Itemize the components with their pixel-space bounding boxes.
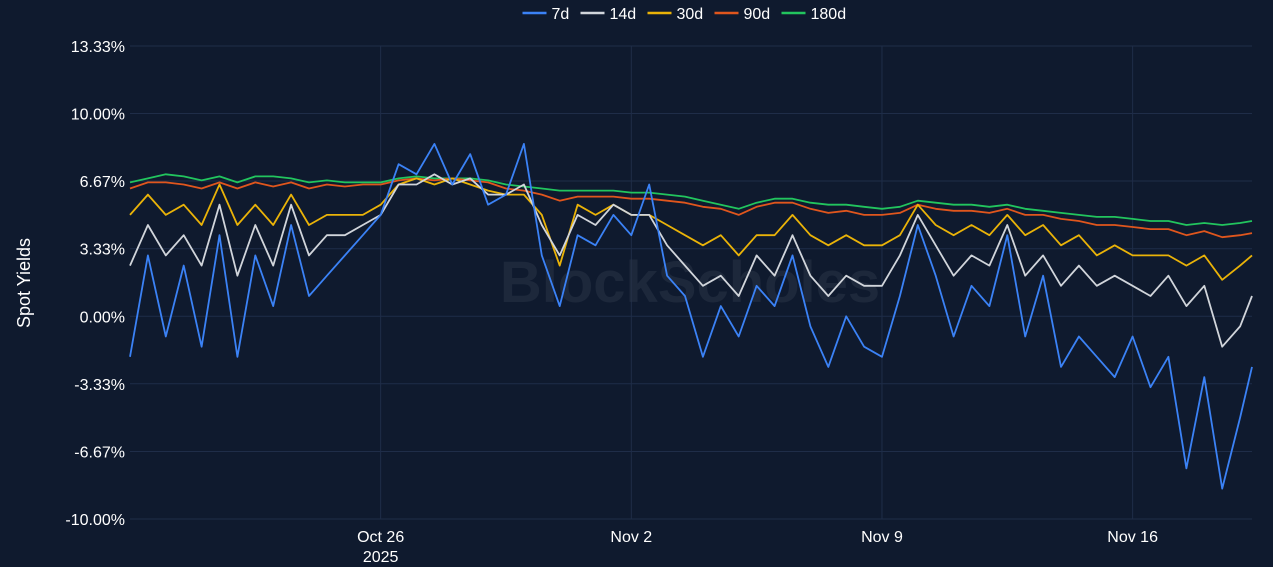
series-line-180d <box>129 173 1253 226</box>
series-line-30d <box>129 177 1253 281</box>
series-layer <box>129 142 1253 490</box>
legend-item-180d[interactable]: 180d <box>781 6 847 23</box>
legend-label: 30d <box>677 6 704 23</box>
y-tick-label: -3.33% <box>74 377 125 394</box>
legend-label: 14d <box>610 6 637 23</box>
y-tick-label: 3.33% <box>80 242 125 259</box>
x-tick-label: Nov 16 <box>1107 529 1158 546</box>
legend-label: 7d <box>552 6 570 23</box>
y-axis-tick-labels: 13.33% 10.00% 6.67% 3.33% 0.00% -3.33% -6.67% -… <box>65 39 125 529</box>
legend-label: 90d <box>744 6 771 23</box>
y-tick-label: 13.33% <box>71 39 125 56</box>
y-tick-label: 0.00% <box>80 309 125 326</box>
y-tick-label: -10.00% <box>65 512 125 529</box>
legend[interactable]: 7d 14d 30d 90d 180d <box>522 6 847 23</box>
legend-item-7d[interactable]: 7d <box>522 6 570 23</box>
legend-item-14d[interactable]: 14d <box>580 6 637 23</box>
y-tick-label: 6.67% <box>80 174 125 191</box>
x-tick-label: Nov 2 <box>610 529 652 546</box>
y-axis-title: Spot Yields <box>14 238 34 328</box>
legend-label: 180d <box>811 6 847 23</box>
legend-item-90d[interactable]: 90d <box>714 6 771 23</box>
x-axis-tick-labels: Oct 26 2025 Nov 2 Nov 9 Nov 16 <box>357 529 1158 566</box>
series-line-7d <box>129 142 1253 490</box>
x-tick-label: Oct 26 <box>357 529 404 546</box>
series-line-90d <box>129 177 1253 239</box>
y-tick-label: 10.00% <box>71 107 125 124</box>
series-line-14d <box>129 173 1253 348</box>
x-tick-sublabel: 2025 <box>363 549 399 566</box>
y-tick-label: -6.67% <box>74 444 125 461</box>
legend-item-30d[interactable]: 30d <box>647 6 704 23</box>
x-tick-label: Nov 9 <box>861 529 903 546</box>
